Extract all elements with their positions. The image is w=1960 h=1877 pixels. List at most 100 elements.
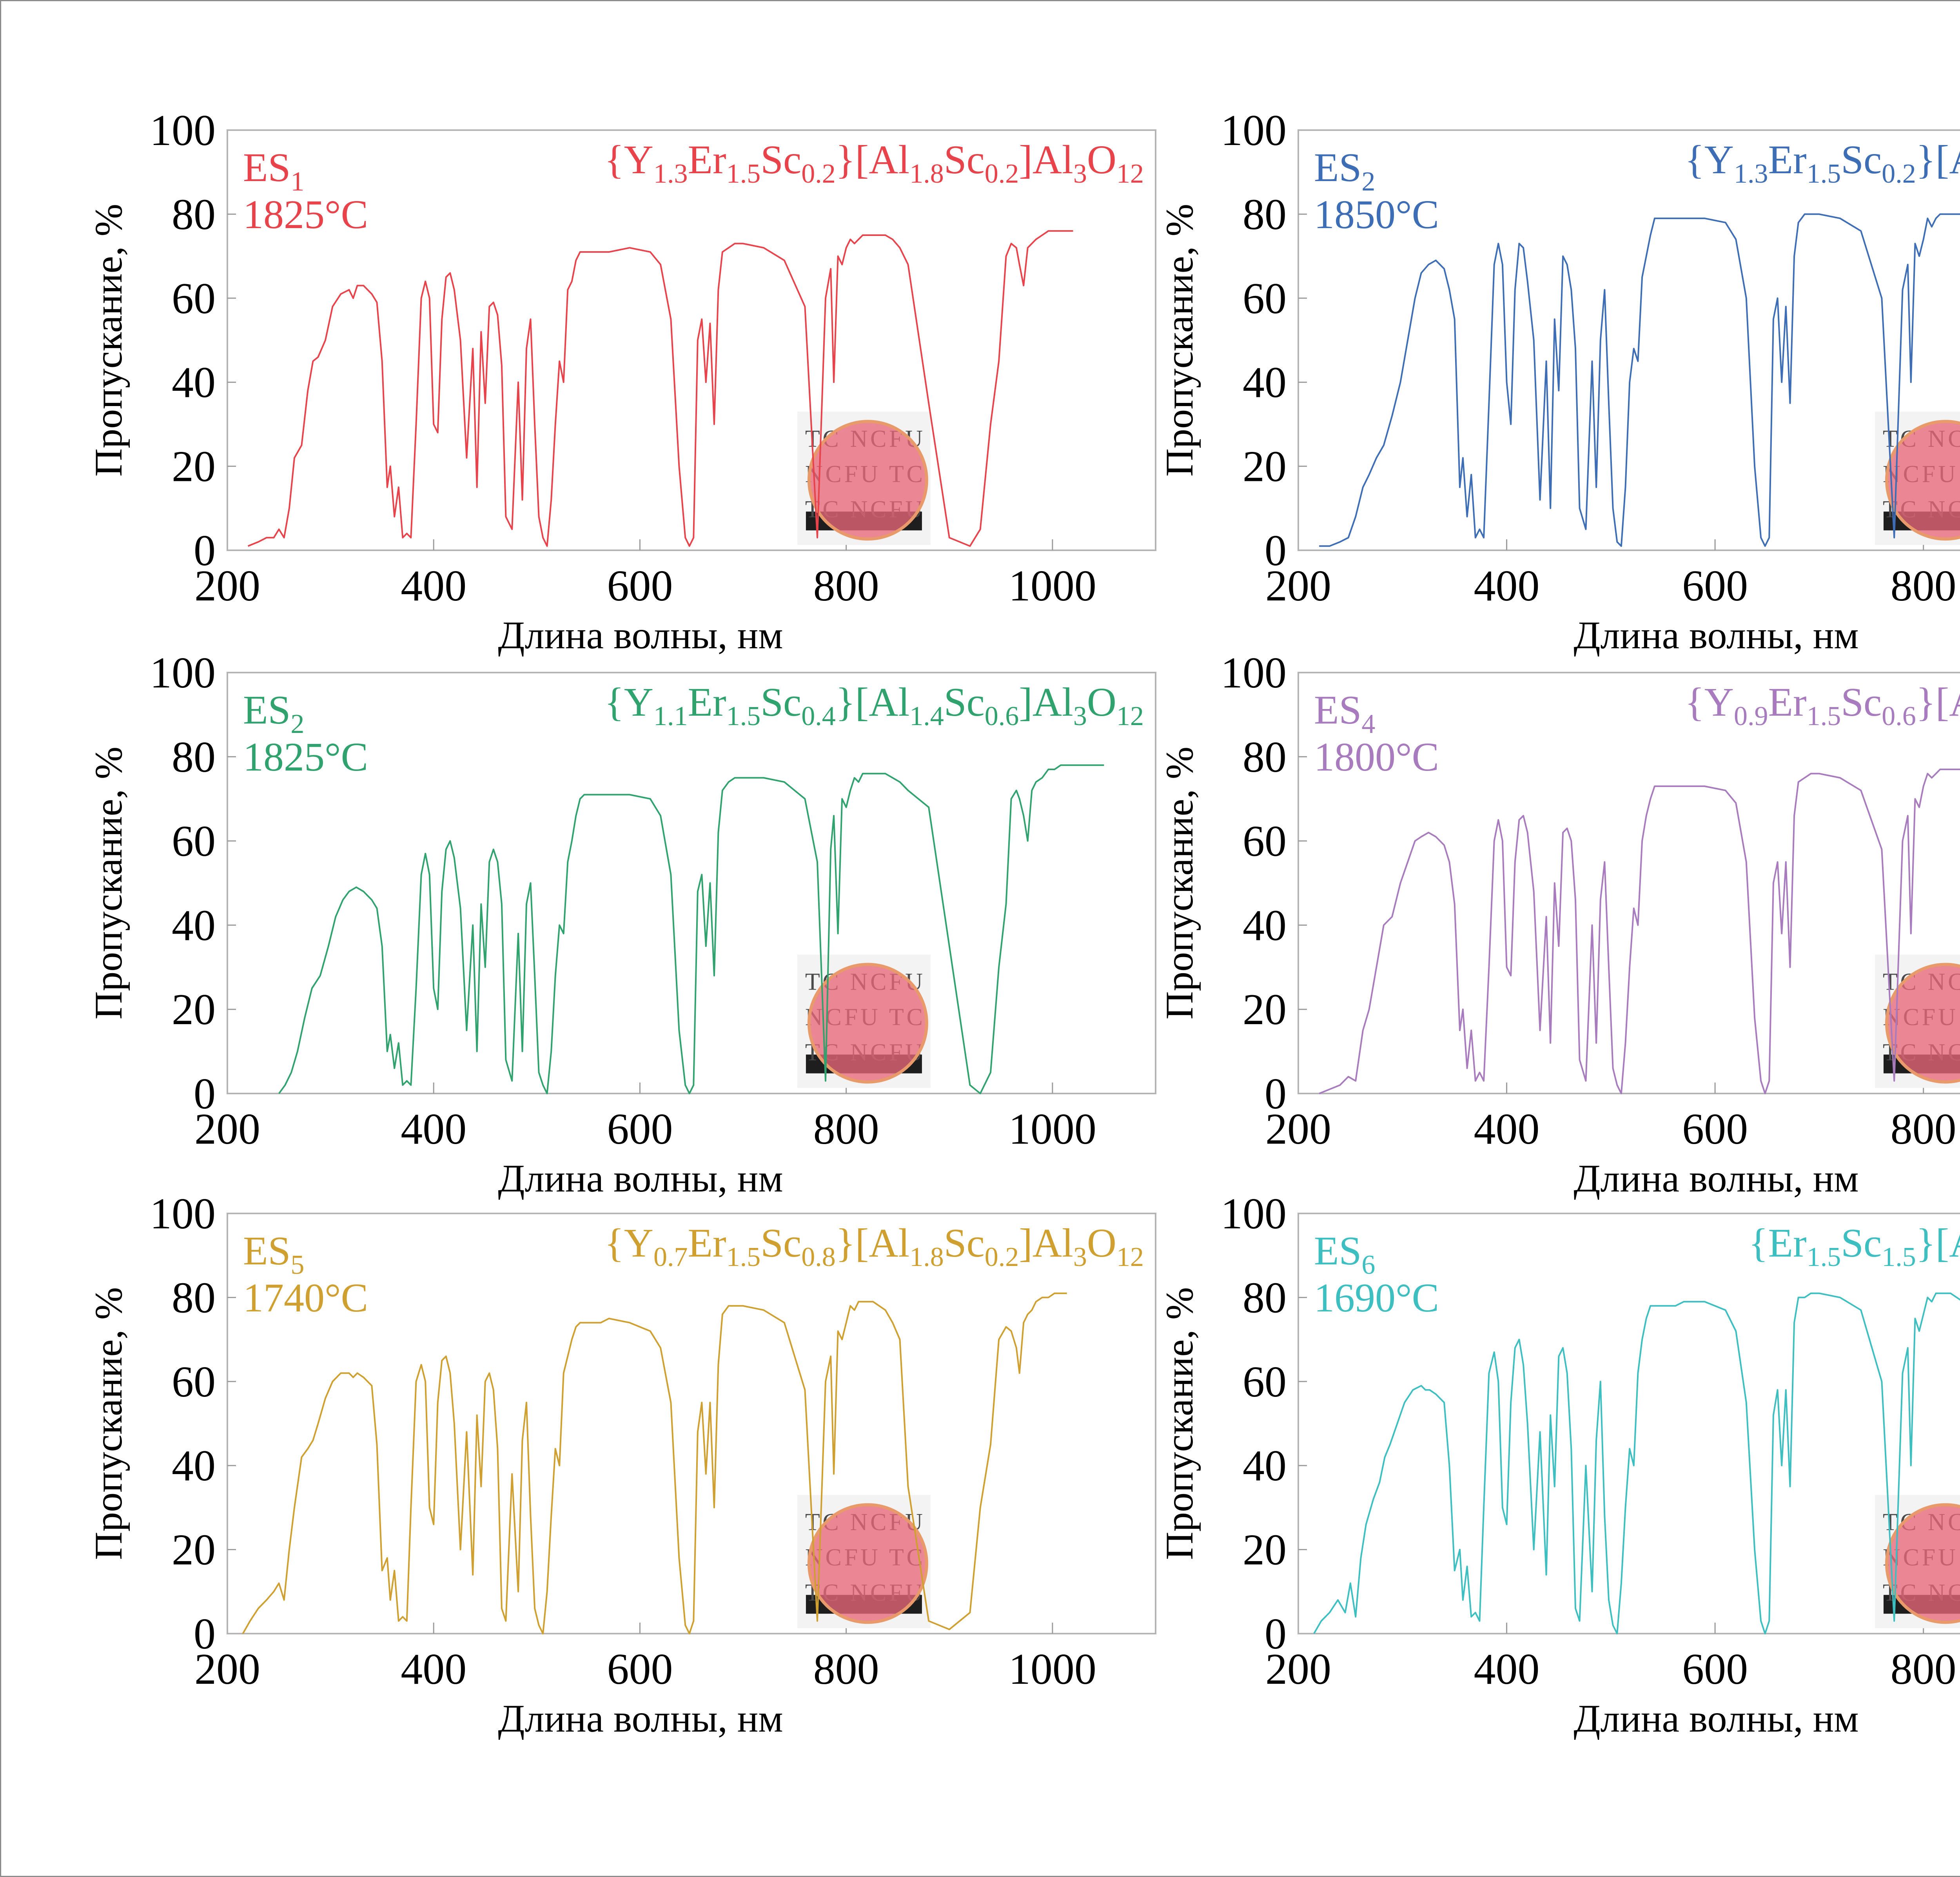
chemical-formula: {Y1.3Er1.5Sc0.2}[Al1.8Sc0.2]Al3O12 [604,137,1144,189]
x-axis-title: Длина волны, нм [1573,1697,1858,1740]
y-tick-label: 80 [172,1273,216,1322]
y-tick-label: 0 [194,526,216,575]
y-axis-title: Пропускание, % [1158,1287,1201,1560]
y-tick-label: 20 [172,1526,216,1574]
chemical-formula: {Y0.7Er1.5Sc0.8}[Al1.8Sc0.2]Al3O12 [604,1221,1144,1272]
panel-es1: 0 20 40 60 80 100 200 400 600 800 1000 Длина волны,… [87,106,1156,657]
x-tick-label: 1000 [1009,1645,1096,1694]
y-tick-label: 0 [194,1070,216,1118]
x-tick-label: 600 [1682,1105,1748,1153]
plot-area [1298,672,1960,1094]
sample-label: ES5 [243,1228,304,1280]
y-tick-label: 60 [172,274,216,323]
spectrum-line [1319,769,1960,1094]
chemical-formula: {Y1.1Er1.5Sc0.4}[Al1.4Sc0.6]Al3O12 [604,680,1144,731]
x-tick-label: 400 [401,562,466,610]
x-tick-label: 200 [1265,1645,1331,1694]
x-tick-label: 200 [1265,1105,1331,1153]
y-tick-label: 0 [1265,1070,1287,1118]
y-axis-title: Пропускание, % [87,747,130,1019]
x-tick-label: 200 [194,1105,260,1153]
sample-photo: TC NCFUNCFU TCTC NCFU [1875,412,1960,545]
x-tick-label: 600 [607,1105,673,1153]
y-tick-label: 40 [172,901,216,950]
sample-disc [1885,1503,1960,1624]
chemical-formula: {Er1.5Sc1.5}[Al1.8Sc0.2]Al3O12 [1749,1221,1960,1272]
x-tick-label: 800 [1891,562,1956,610]
sample-disc [807,420,928,541]
y-tick-label: 80 [1243,733,1287,782]
y-tick-label: 40 [1243,1442,1287,1490]
sample-photo: TC NCFUNCFU TCTC NCFU [797,412,931,545]
sintering-temperature: 1690°C [1314,1275,1439,1320]
plot-area [1298,129,1960,551]
x-tick-label: 800 [1891,1105,1956,1153]
x-tick-label: 600 [1682,1645,1748,1694]
plot-area [227,672,1156,1094]
x-tick-label: 200 [194,1645,260,1694]
sample-label: ES4 [1314,687,1375,739]
sample-photo: TC NCFUNCFU TCTC NCFU [797,1495,931,1629]
y-tick-label: 0 [1265,1610,1287,1658]
sintering-temperature: 1825°C [243,192,368,237]
y-tick-label: 60 [1243,1358,1287,1406]
y-tick-label: 40 [172,1442,216,1490]
spectrum-line [242,1292,1067,1634]
x-tick-label: 600 [607,562,673,610]
y-tick-label: 100 [1221,106,1287,155]
sintering-temperature: 1740°C [243,1275,368,1320]
x-tick-label: 800 [813,562,879,610]
y-tick-label: 80 [1243,1273,1287,1322]
sample-photo: TC NCFUNCFU TCTC NCFU [1875,1495,1960,1629]
sample-label: ES2 [1314,145,1375,197]
y-tick-label: 20 [1243,443,1287,491]
panel-es3: 0 20 40 60 80 100 200 400 600 800 1000 Длина волны,… [87,649,1156,1200]
sample-disc [1885,420,1960,541]
y-tick-label: 20 [172,985,216,1034]
y-tick-label: 20 [1243,985,1287,1034]
y-tick-label: 0 [194,1610,216,1658]
spectrum-line [278,764,1104,1094]
sample-disc [1885,963,1960,1084]
x-tick-label: 600 [1682,562,1748,610]
y-tick-label: 100 [150,649,216,697]
y-tick-label: 0 [1265,526,1287,575]
x-tick-label: 400 [401,1105,466,1153]
chemical-formula: {Y1.3Er1.5Sc0.2}[Al1.2Sc0.8]Al3O12 [1685,137,1960,189]
y-tick-label: 80 [172,190,216,239]
y-tick-label: 100 [150,1190,216,1238]
y-tick-label: 100 [150,106,216,155]
y-tick-label: 40 [1243,358,1287,407]
y-tick-label: 60 [172,1358,216,1406]
panel-es5: 0 20 40 60 80 100 200 400 600 800 1000 Длина волны,… [87,1190,1156,1740]
x-tick-label: 1000 [1009,1105,1096,1153]
spectrum-line [247,230,1073,547]
sample-label: ES6 [1314,1228,1375,1280]
y-tick-label: 40 [1243,901,1287,950]
x-tick-label: 400 [1474,562,1540,610]
y-tick-label: 80 [1243,190,1287,239]
x-tick-label: 800 [813,1105,879,1153]
x-tick-label: 1000 [1009,562,1096,610]
sintering-temperature: 1800°C [1314,734,1439,780]
x-tick-label: 200 [1265,562,1331,610]
y-axis-title: Пропускание, % [87,204,130,477]
spectrum-line [1319,213,1960,547]
y-tick-label: 100 [1221,1190,1287,1238]
y-tick-label: 20 [1243,1526,1287,1574]
sample-label: ES2 [243,687,304,739]
plot-area [1298,1213,1960,1634]
x-tick-label: 800 [813,1645,879,1694]
chemical-formula: {Y0.9Er1.5Sc0.6}[Al1.6Sc0.4]Al3O12 [1685,680,1960,731]
sample-label: ES1 [243,145,304,197]
x-tick-label: 400 [1474,1105,1540,1153]
x-axis-title: Длина волны, нм [1573,613,1858,657]
x-tick-label: 200 [194,562,260,610]
y-tick-label: 60 [1243,274,1287,323]
x-axis-title: Длина волны, нм [1573,1157,1858,1200]
